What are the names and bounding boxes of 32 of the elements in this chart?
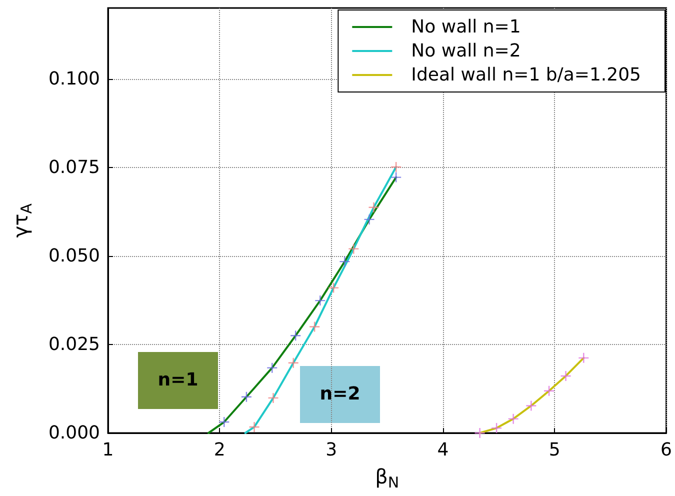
point <box>288 358 298 368</box>
point <box>310 322 320 332</box>
point <box>328 282 339 293</box>
point <box>474 428 485 438</box>
y-axis-title: γτA <box>8 202 36 238</box>
y-tick-label: 0.050 <box>48 245 100 266</box>
legend-label: Ideal wall n=1 b/a=1.205 <box>411 64 642 86</box>
point <box>508 414 518 424</box>
annotation: n=1 <box>158 370 198 390</box>
x-tick-label: 6 <box>660 440 672 460</box>
annotation: n=2 <box>320 384 360 404</box>
point <box>267 362 278 373</box>
x-tick-label: 5 <box>548 440 560 460</box>
y-tick-label: 0.025 <box>48 334 100 355</box>
point <box>391 172 402 182</box>
point <box>348 244 359 254</box>
point <box>249 422 260 432</box>
point <box>268 392 278 403</box>
point <box>560 370 571 381</box>
legend-label: No wall n=1 <box>411 16 521 38</box>
y-tick-label: 0.100 <box>48 68 100 90</box>
point <box>368 202 379 212</box>
point <box>364 214 374 224</box>
x-tick-label: 1 <box>102 440 114 460</box>
y-tick-label: 0.075 <box>48 156 100 178</box>
point <box>526 400 536 411</box>
point <box>340 256 350 267</box>
x-tick-label: 2 <box>214 440 226 460</box>
x-tick-label: 4 <box>437 440 449 460</box>
legend-label: No wall n=2 <box>411 40 521 62</box>
y-tick-label: 0.000 <box>48 422 100 444</box>
x-tick-label: 3 <box>326 440 338 460</box>
